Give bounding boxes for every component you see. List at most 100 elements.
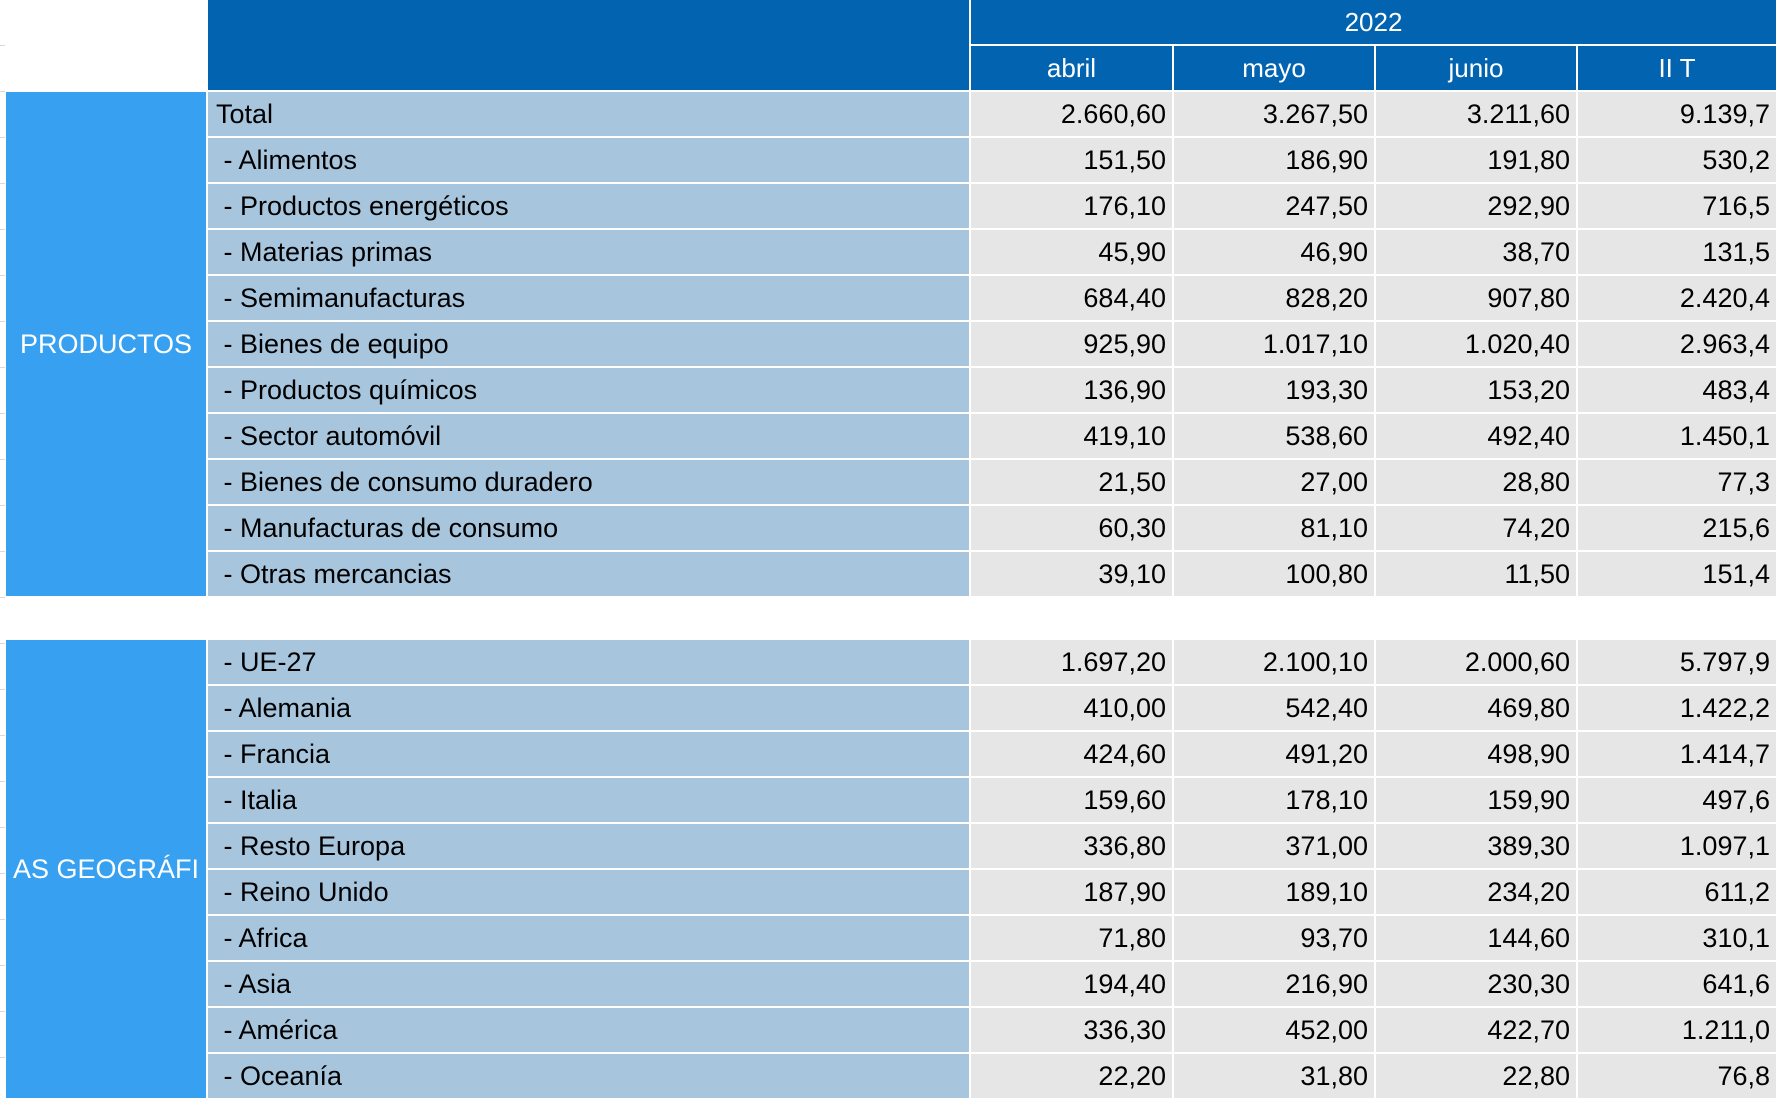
cell-mayo: 186,90 [1174,138,1374,182]
cell-abril: 136,90 [971,368,1172,412]
cell-abril: 176,10 [971,184,1172,228]
gridline-tick [0,229,5,230]
cell-mayo: 1.017,10 [1174,322,1374,366]
cell-quarter: 151,4 [1578,552,1776,596]
cell-quarter: 215,6 [1578,506,1776,550]
cell-quarter: 1.211,0 [1578,1008,1776,1052]
gridline-tick [0,735,5,736]
gridline-tick [0,919,5,920]
row-label: - Bienes de consumo duradero [208,460,969,504]
gridline-tick [0,137,5,138]
cell-quarter: 76,8 [1578,1054,1776,1098]
gridline-tick [0,275,5,276]
row-label: - Alimentos [208,138,969,182]
cell-abril: 21,50 [971,460,1172,504]
row-label: - Oceanía [208,1054,969,1098]
cell-mayo: 3.267,50 [1174,92,1374,136]
cell-mayo: 538,60 [1174,414,1374,458]
cell-junio: 389,30 [1376,824,1576,868]
cell-quarter: 310,1 [1578,916,1776,960]
cell-junio: 22,80 [1376,1054,1576,1098]
cell-junio: 191,80 [1376,138,1576,182]
cell-mayo: 178,10 [1174,778,1374,822]
cell-quarter: 2.420,4 [1578,276,1776,320]
cell-abril: 424,60 [971,732,1172,776]
cell-quarter: 131,5 [1578,230,1776,274]
cell-mayo: 2.100,10 [1174,640,1374,684]
cell-abril: 1.697,20 [971,640,1172,684]
cell-abril: 45,90 [971,230,1172,274]
cell-abril: 39,10 [971,552,1172,596]
cell-junio: 907,80 [1376,276,1576,320]
section-label: PRODUCTOS [6,92,206,596]
cell-quarter: 483,4 [1578,368,1776,412]
gridline-tick [0,643,5,644]
row-label: - Resto Europa [208,824,969,868]
row-label: - Reino Unido [208,870,969,914]
cell-junio: 498,90 [1376,732,1576,776]
cell-junio: 234,20 [1376,870,1576,914]
cell-mayo: 27,00 [1174,460,1374,504]
cell-junio: 159,90 [1376,778,1576,822]
cell-quarter: 1.414,7 [1578,732,1776,776]
cell-mayo: 371,00 [1174,824,1374,868]
column-header-quarter: II T [1578,46,1776,90]
gridline-tick [0,321,5,322]
gridline-tick [0,45,5,46]
cell-junio: 11,50 [1376,552,1576,596]
row-label: - Materias primas [208,230,969,274]
cell-junio: 230,30 [1376,962,1576,1006]
column-header-mayo: mayo [1174,46,1374,90]
gridline-tick [0,781,5,782]
cell-abril: 336,80 [971,824,1172,868]
gridline-tick [0,827,5,828]
cell-quarter: 5.797,9 [1578,640,1776,684]
cell-junio: 144,60 [1376,916,1576,960]
cell-quarter: 641,6 [1578,962,1776,1006]
cell-abril: 410,00 [971,686,1172,730]
row-label: - Sector automóvil [208,414,969,458]
gridline-tick [0,367,5,368]
cell-quarter: 1.097,1 [1578,824,1776,868]
cell-quarter: 1.422,2 [1578,686,1776,730]
gridline-tick [0,459,5,460]
gridline-tick [0,183,5,184]
cell-junio: 3.211,60 [1376,92,1576,136]
cell-abril: 194,40 [971,962,1172,1006]
cell-mayo: 247,50 [1174,184,1374,228]
cell-mayo: 189,10 [1174,870,1374,914]
gridline-tick [0,91,5,92]
row-label: Total [208,92,969,136]
header-blank-cell [208,0,969,90]
row-label: - Bienes de equipo [208,322,969,366]
cell-mayo: 216,90 [1174,962,1374,1006]
cell-abril: 336,30 [971,1008,1172,1052]
cell-mayo: 46,90 [1174,230,1374,274]
gridline-tick [0,551,5,552]
row-label: - América [208,1008,969,1052]
cell-junio: 74,20 [1376,506,1576,550]
cell-junio: 469,80 [1376,686,1576,730]
cell-mayo: 828,20 [1174,276,1374,320]
gridline-tick [0,689,5,690]
row-label: - UE-27 [208,640,969,684]
gridline-tick [0,413,5,414]
cell-junio: 1.020,40 [1376,322,1576,366]
gridline-tick [0,505,5,506]
header-year: 2022 [971,0,1776,44]
column-header-junio: junio [1376,46,1576,90]
row-label: - Semimanufacturas [208,276,969,320]
section-label: AS GEOGRÁFI [6,640,206,1098]
cell-abril: 684,40 [971,276,1172,320]
cell-abril: 71,80 [971,916,1172,960]
gridline-tick [0,597,5,598]
row-label: - Otras mercancias [208,552,969,596]
cell-abril: 60,30 [971,506,1172,550]
cell-junio: 492,40 [1376,414,1576,458]
cell-quarter: 9.139,7 [1578,92,1776,136]
row-label: - Francia [208,732,969,776]
cell-mayo: 491,20 [1174,732,1374,776]
row-label: - Productos energéticos [208,184,969,228]
cell-mayo: 100,80 [1174,552,1374,596]
row-label: - Productos químicos [208,368,969,412]
